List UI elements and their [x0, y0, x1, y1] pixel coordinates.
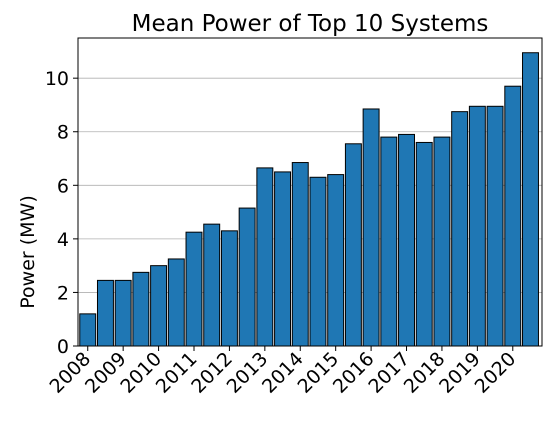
bar: [238, 207, 256, 347]
y-tick-label: 6: [57, 175, 69, 197]
bar: [150, 265, 168, 347]
bar: [451, 111, 469, 347]
bar: [344, 143, 362, 347]
y-axis: 0 2 4 6 8 10: [45, 68, 78, 358]
bar: [415, 141, 433, 347]
bar: [327, 174, 345, 347]
bar: [468, 105, 486, 347]
y-tick-label: 0: [57, 336, 69, 358]
y-tick-label: 10: [45, 68, 69, 90]
y-axis-label: Power (MW): [17, 195, 39, 309]
y-tick-label: 8: [57, 122, 69, 144]
bar: [185, 231, 203, 347]
chart-title: Mean Power of Top 10 Systems: [132, 11, 489, 37]
bars: [79, 52, 539, 347]
bar: [274, 171, 292, 347]
bar: [79, 313, 97, 347]
x-tick-label: 2020: [471, 348, 521, 398]
bar: [309, 176, 327, 347]
bar: [132, 271, 150, 347]
x-axis: 2008200920102011201220132014201520162017…: [46, 346, 521, 398]
bar: [362, 108, 380, 347]
bar: [96, 279, 114, 347]
bar: [291, 162, 309, 347]
bar: [433, 136, 451, 347]
bar: [380, 136, 398, 347]
bar: [522, 52, 539, 347]
bar: [167, 258, 185, 347]
bar: [504, 85, 522, 347]
bar: [486, 105, 504, 347]
y-tick-label: 4: [57, 229, 69, 251]
bar: [398, 133, 415, 347]
bar: [114, 279, 132, 347]
bar: [220, 230, 238, 347]
y-tick-label: 2: [57, 282, 69, 304]
bar: [203, 223, 221, 347]
plot-frame: [77, 37, 543, 347]
bar: [256, 167, 274, 347]
